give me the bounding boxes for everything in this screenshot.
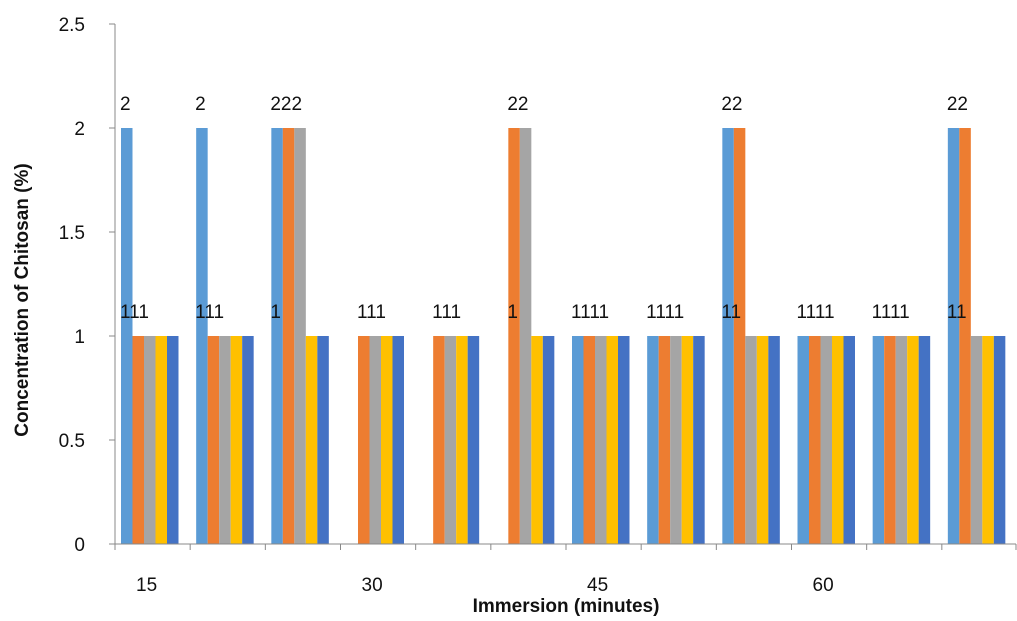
bar-series5-group8 [693,336,705,544]
bar-series2-group11 [884,336,896,544]
data-label: 111 [120,302,149,323]
bar-series2-group2 [207,336,220,544]
bar-series1-group8 [647,336,659,544]
y-tick-label: 2.5 [59,15,85,36]
y-tick-label: 1 [74,327,85,348]
bar-series1-group3 [271,128,283,544]
bar-series3-group12 [970,336,983,544]
bar-series5-group9 [768,336,780,544]
data-label: 111 [432,302,461,323]
data-label: 1111 [872,302,910,323]
bar-series4-group2 [230,336,243,544]
bars-layer [121,128,1006,544]
bar-series4-group1 [155,336,167,544]
bar-series4-group3 [305,336,318,544]
data-label: 1 [270,302,281,323]
bar-series1-group12 [947,128,960,544]
bar-series5-group6 [542,336,555,544]
bar-series4-group6 [531,336,543,544]
data-label: 2 [195,94,206,115]
y-tick-label: 2 [74,119,85,140]
bar-series1-group11 [872,336,885,544]
bar-series2-group1 [132,336,144,544]
bar-series4-group7 [606,336,618,544]
bar-series4-group12 [982,336,994,544]
bar-series1-group7 [572,336,584,544]
data-label: 1 [507,302,518,323]
bar-series2-group6 [508,128,520,544]
y-tick-label: 0.5 [59,431,85,452]
data-label: 22 [507,94,528,115]
bar-series5-group7 [618,336,630,544]
data-label: 111 [195,302,224,323]
data-label: 1111 [797,302,835,323]
bar-series1-group10 [797,336,809,544]
bar-series5-group12 [993,336,1006,544]
bar-series5-group10 [843,336,855,544]
bar-series3-group11 [895,336,908,544]
bar-series1-group9 [722,128,734,544]
bar-series3-group3 [294,128,306,544]
x-tick-label: 60 [813,575,834,596]
x-axis-title: Immersion (minutes) [473,596,660,617]
bar-series5-group4 [392,336,404,544]
bar-series2-group4 [358,336,370,544]
bar-series5-group1 [167,336,179,544]
y-tick-label: 1.5 [59,223,85,244]
x-tick-label: 45 [587,575,608,596]
bar-series3-group9 [745,336,757,544]
x-tick-label: 30 [362,575,383,596]
bar-series5-group11 [918,336,931,544]
x-tick-label: 15 [136,575,157,596]
y-axis-title: Concentration of Chitosan (%) [12,163,33,436]
bar-series2-group8 [658,336,671,544]
bar-series4-group8 [681,336,694,544]
data-label: 22 [721,94,742,115]
bar-series3-group4 [369,336,381,544]
bar-series4-group9 [756,336,769,544]
bar-series4-group5 [456,336,468,544]
bar-series3-group7 [595,336,607,544]
bar-series2-group7 [583,336,595,544]
bar-series2-group9 [733,128,746,544]
bar-series4-group10 [832,336,844,544]
bar-series3-group1 [144,336,156,544]
bar-series1-group1 [121,128,133,544]
bar-series5-group3 [317,336,329,544]
bar-series5-group5 [467,336,480,544]
bar-series4-group4 [381,336,393,544]
data-label: 11 [947,302,967,323]
data-label: 22 [947,94,968,115]
data-label: 11 [721,302,741,323]
data-label: 1111 [646,302,684,323]
bar-series3-group10 [820,336,832,544]
bar-series3-group2 [219,336,231,544]
bar-series3-group6 [519,128,532,544]
bar-series2-group5 [433,336,445,544]
y-tick-label: 0 [74,535,85,556]
bar-series3-group5 [444,336,457,544]
bar-series3-group8 [670,336,682,544]
bar-series4-group11 [907,336,919,544]
data-label: 111 [357,302,386,323]
bar-series2-group10 [809,336,821,544]
bar-series2-group3 [282,128,295,544]
bar-series2-group12 [959,128,971,544]
data-label: 1111 [571,302,609,323]
data-label: 2 [120,94,131,115]
bar-series5-group2 [242,336,254,544]
data-label: 222 [270,94,302,115]
bar-series1-group2 [196,128,208,544]
axes-layer: 0 0.5 1 1.5 2 2.5 15 30 45 60 [59,15,1017,596]
